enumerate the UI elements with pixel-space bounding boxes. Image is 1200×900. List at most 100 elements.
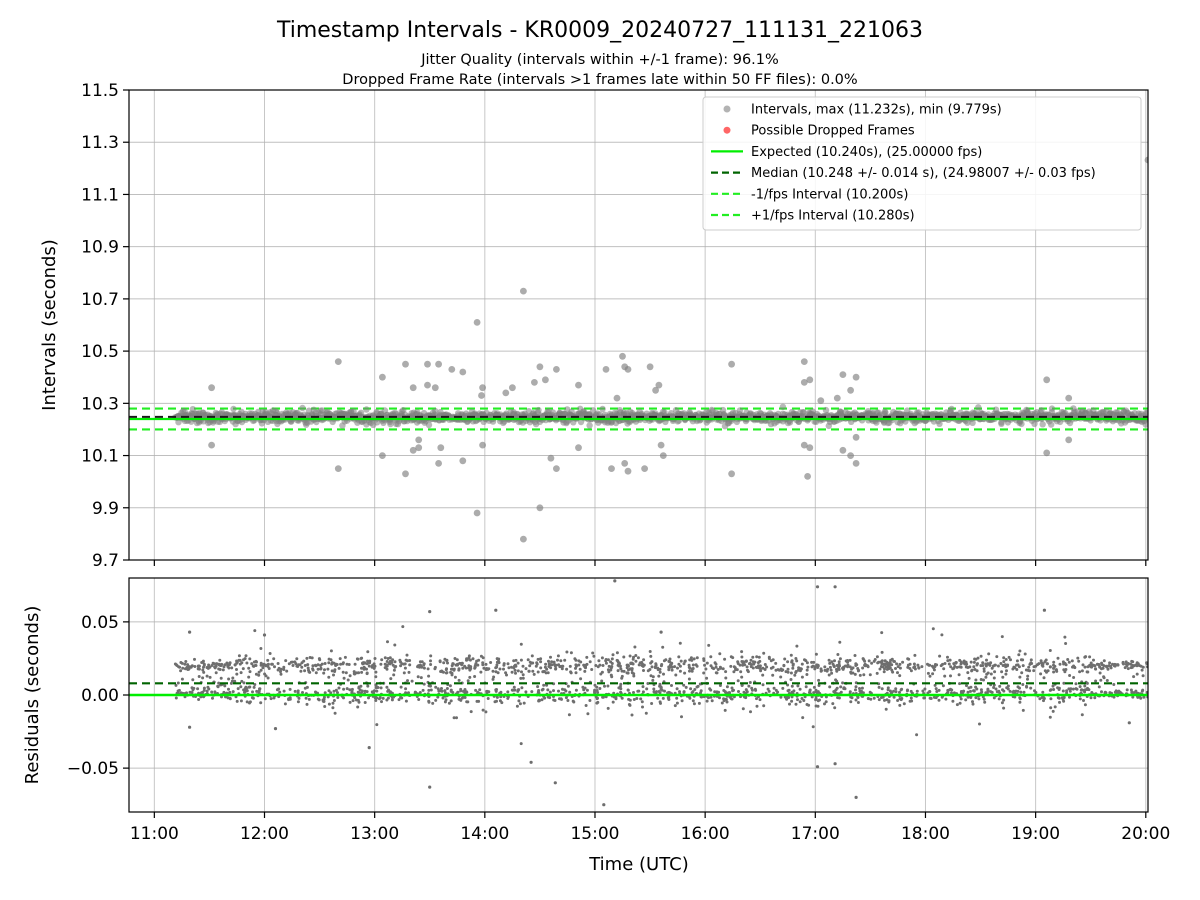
residual-point: [1063, 635, 1067, 639]
residual-point: [659, 701, 662, 705]
residual-point: [1099, 678, 1103, 682]
residual-point: [766, 687, 770, 691]
residual-point: [363, 661, 367, 665]
residual-point: [392, 668, 396, 672]
residual-point: [1056, 696, 1060, 700]
residual-point: [747, 684, 751, 688]
residual-point: [314, 664, 318, 668]
residual-point: [1032, 665, 1036, 669]
residual-point: [588, 699, 592, 702]
legend-symbol-dropped: [723, 126, 731, 134]
residual-point: [882, 670, 886, 674]
residual-point: [250, 662, 254, 666]
residual-point: [763, 663, 767, 666]
residual-point: [494, 670, 498, 674]
interval-outlier-point: [402, 360, 409, 368]
residual-point: [744, 696, 748, 700]
residual-point: [916, 663, 920, 667]
residual-point: [301, 691, 304, 694]
residual-point: [761, 666, 765, 670]
residual-point: [913, 665, 917, 669]
residual-point: [319, 666, 323, 670]
residual-point: [502, 662, 506, 666]
residual-point: [373, 696, 377, 700]
residual-point: [1012, 665, 1016, 669]
residual-point: [952, 666, 956, 670]
residual-point: [616, 669, 620, 673]
residual-point: [295, 657, 299, 661]
residual-point: [709, 655, 713, 659]
residual-point: [800, 697, 804, 700]
residual-point: [350, 689, 354, 693]
residual-point: [463, 664, 467, 668]
residual-point: [474, 688, 478, 692]
interval-outlier-point: [657, 441, 665, 449]
residual-point: [449, 670, 453, 674]
residual-point: [814, 698, 818, 702]
interval-point: [1144, 410, 1148, 417]
residual-point: [502, 667, 505, 671]
residual-point: [859, 689, 863, 693]
residual-point: [294, 662, 298, 666]
residual-point: [1079, 688, 1083, 692]
interval-outlier-point: [208, 384, 216, 392]
residual-point: [221, 668, 225, 672]
residual-point: [985, 658, 988, 662]
residual-point: [754, 688, 758, 692]
residual-point: [365, 667, 368, 671]
residual-point: [239, 671, 243, 675]
residual-point: [1052, 688, 1056, 691]
residual-point: [979, 654, 983, 658]
residual-point: [1032, 669, 1036, 673]
interval-outlier-point: [852, 433, 860, 441]
residual-point: [559, 665, 562, 668]
residual-point: [560, 667, 564, 671]
residual-point: [202, 665, 205, 669]
residual-point: [241, 667, 245, 671]
residual-point: [536, 670, 540, 674]
residual-point: [282, 689, 286, 693]
residual-point: [651, 678, 655, 682]
residual-point: [682, 690, 686, 694]
residual-point: [1029, 658, 1033, 662]
residual-point: [695, 656, 699, 660]
legend: Intervals, max (11.232s), min (9.779s) Po…: [702, 96, 1142, 231]
residual-point: [453, 657, 457, 660]
residual-point: [1083, 684, 1087, 688]
residual-point: [385, 667, 389, 671]
residual-point: [402, 671, 406, 675]
residual-point: [666, 691, 670, 695]
residual-point: [227, 687, 230, 691]
residual-point: [652, 687, 656, 691]
residual-point: [791, 666, 795, 670]
residual-point: [493, 700, 497, 704]
residual-point: [739, 670, 743, 674]
residual-point: [427, 674, 431, 678]
residual-point: [307, 668, 310, 672]
residual-point: [853, 672, 857, 676]
residual-point: [229, 681, 233, 685]
residual-point: [1100, 690, 1103, 694]
residual-point: [1064, 642, 1068, 645]
residual-point: [850, 667, 854, 671]
interval-point: [230, 405, 237, 413]
residual-point: [556, 658, 559, 662]
residual-point: [970, 668, 974, 672]
residual-point: [1023, 652, 1027, 656]
residual-point: [987, 652, 991, 656]
chart-subtitle-dropped: Dropped Frame Rate (intervals >1 frames …: [342, 72, 857, 88]
residual-point: [740, 650, 744, 654]
residual-point: [827, 658, 831, 662]
residual-point: [649, 674, 653, 678]
residual-outlier-point: [815, 585, 820, 589]
residual-point: [566, 684, 570, 688]
bottom-ytick-label: 0.00: [81, 686, 119, 706]
residual-point: [530, 690, 534, 694]
residual-point: [688, 669, 691, 673]
residual-point: [749, 665, 753, 669]
residual-point: [805, 661, 809, 665]
residual-point: [630, 713, 634, 717]
residual-point: [481, 708, 485, 712]
legend-entry-label: Median (10.248 +/- 0.014 s), (24.98007 +…: [751, 166, 1096, 181]
residual-point: [636, 689, 640, 693]
